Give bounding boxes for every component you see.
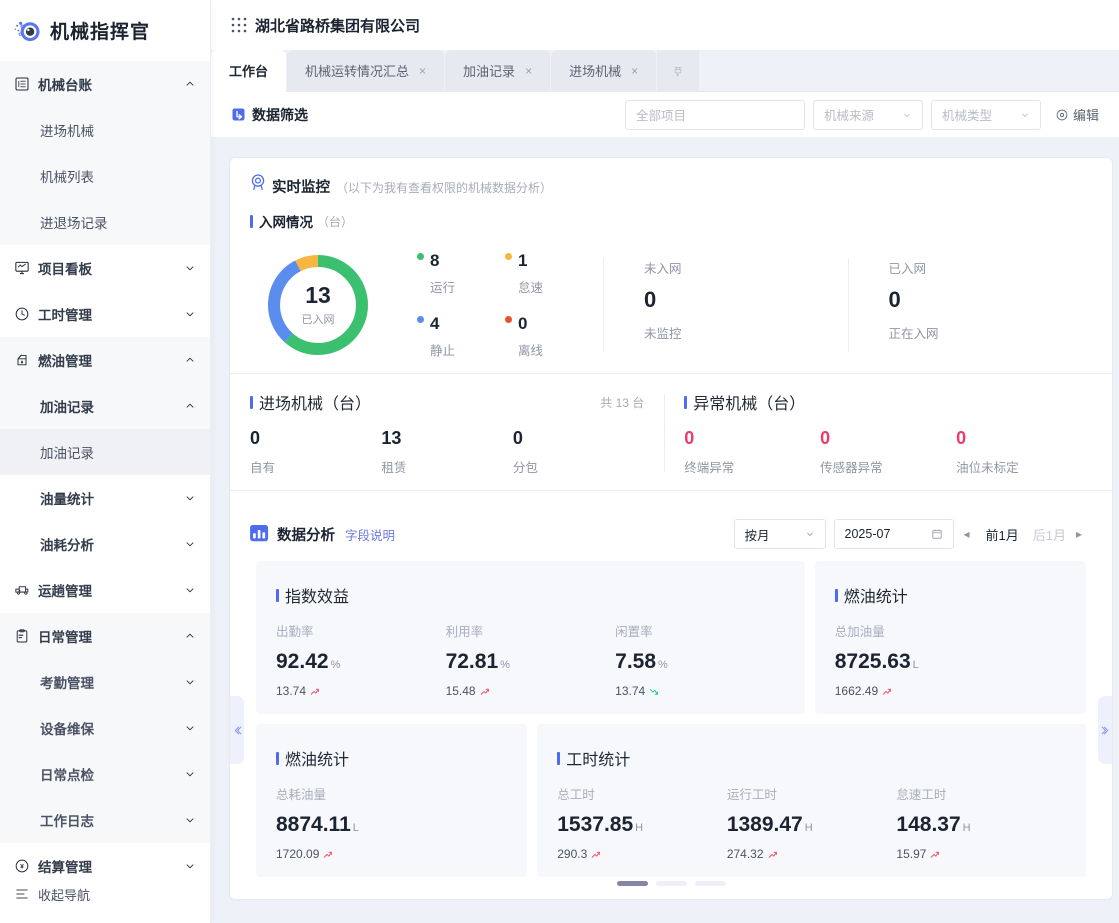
svg-text:¥: ¥ (20, 864, 24, 871)
